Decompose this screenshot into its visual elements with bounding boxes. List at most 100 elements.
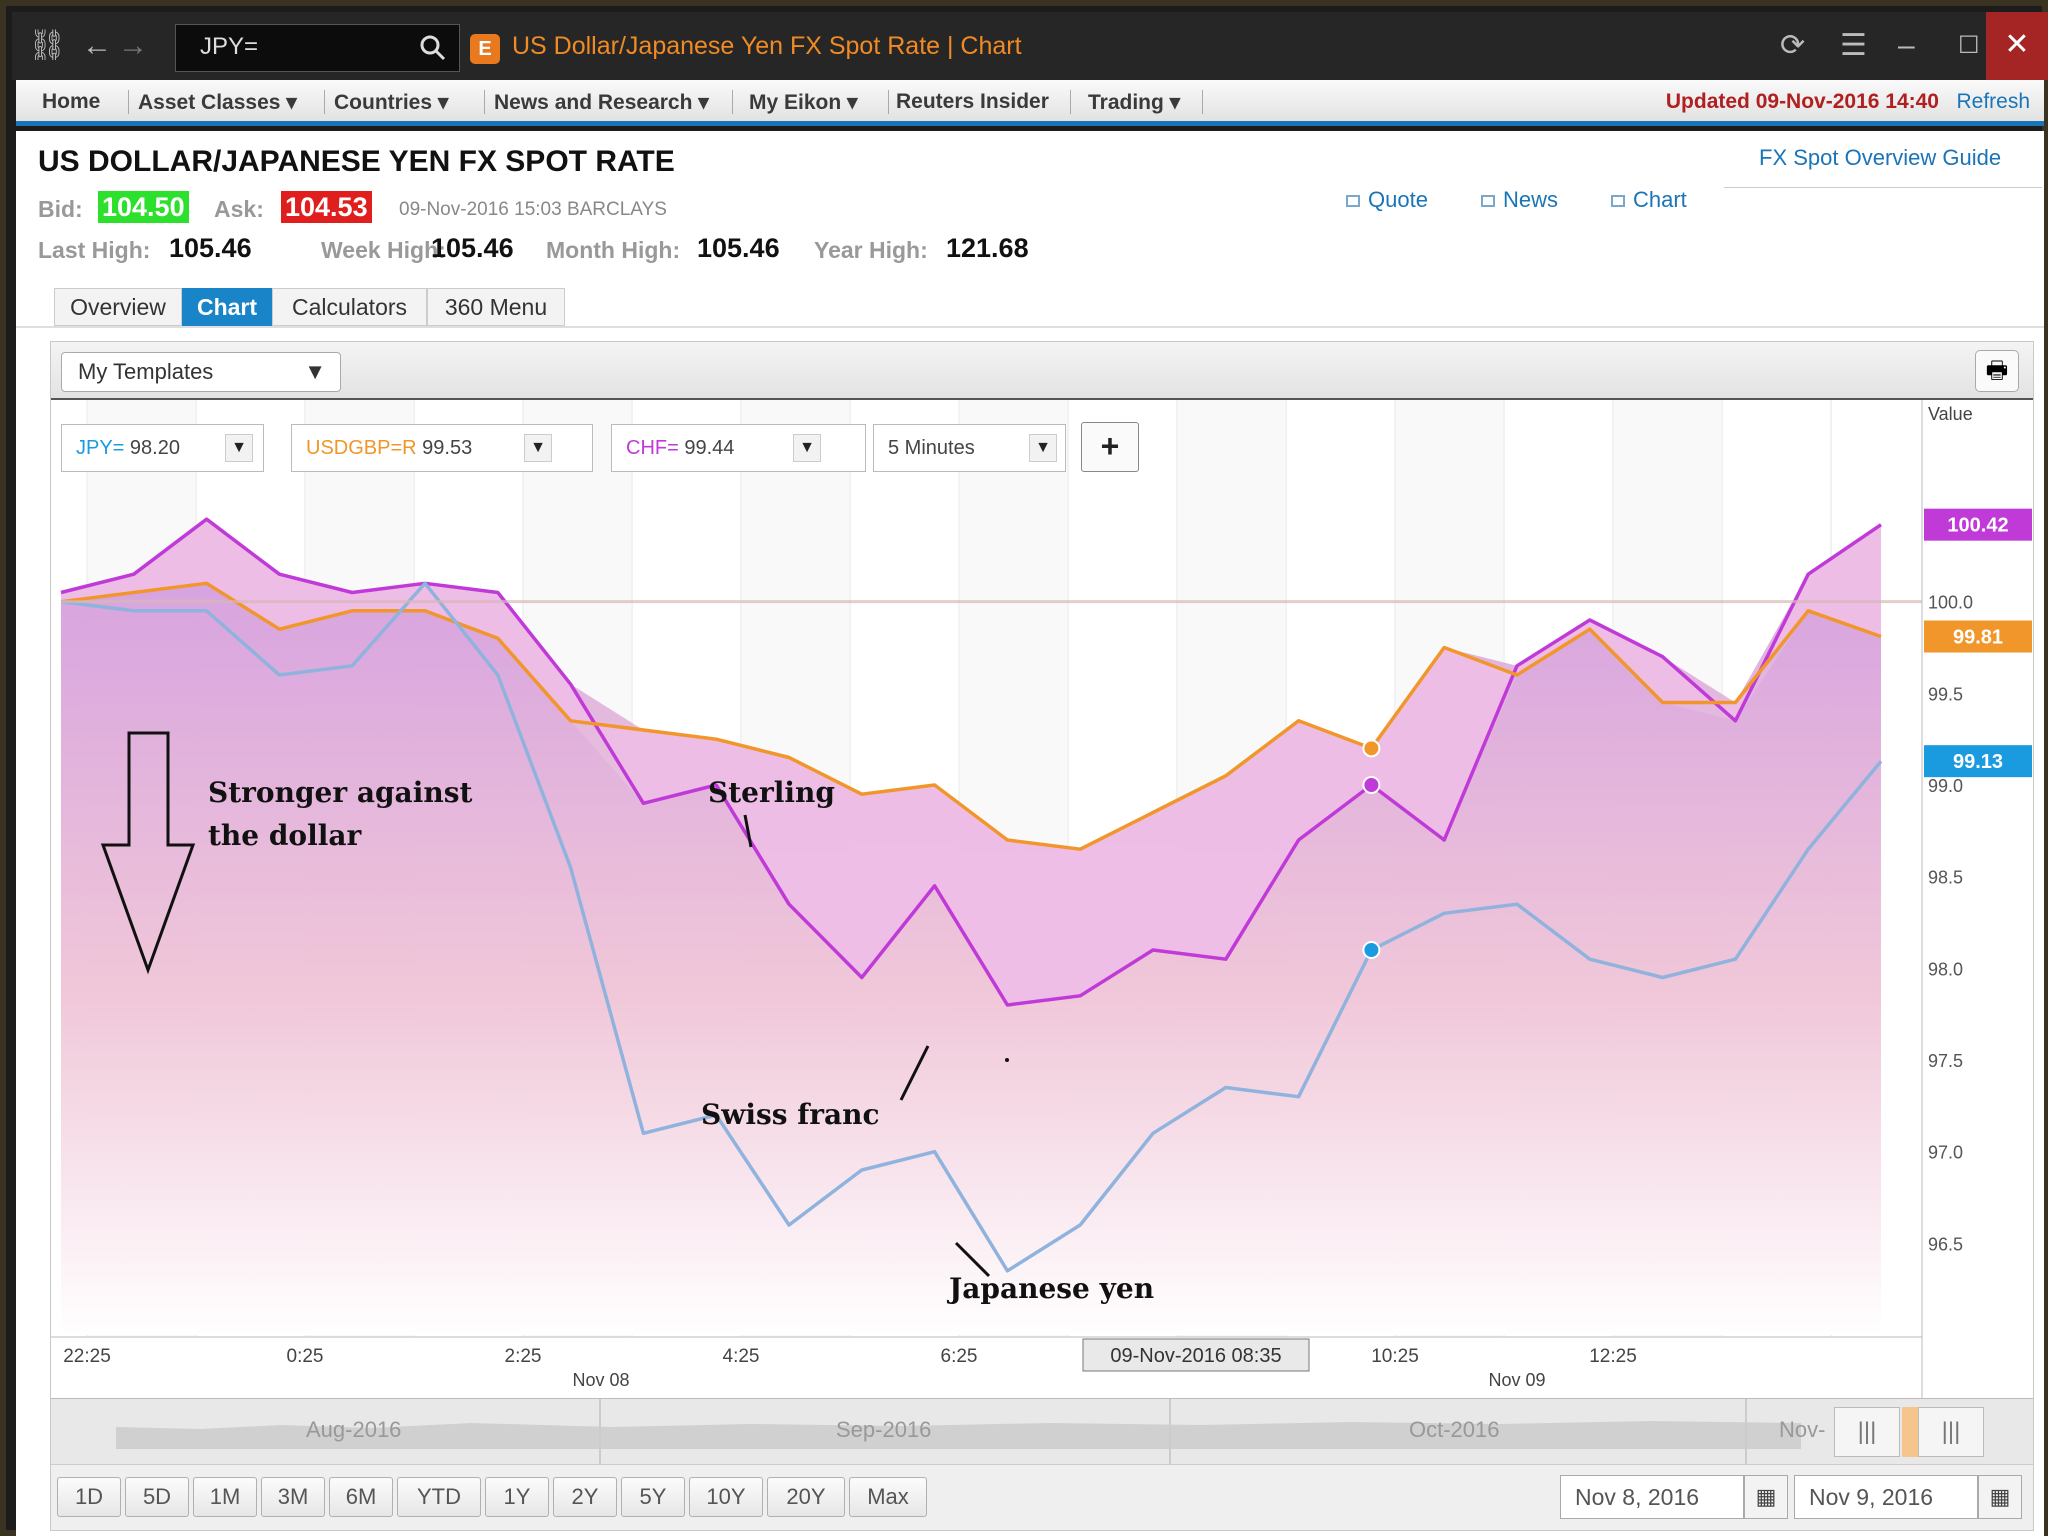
caret-down-icon[interactable]: ▼ (524, 434, 552, 462)
y-tick-label: 97.0 (1928, 1143, 1963, 1163)
crosshair-marker (1362, 776, 1381, 794)
nav-separator (1202, 90, 1203, 114)
date-from-field[interactable]: Nov 8, 2016 (1560, 1475, 1744, 1519)
add-series-button[interactable]: + (1081, 422, 1139, 472)
x-tick-label: 0:25 (287, 1346, 324, 1367)
range-button-5d[interactable]: 5D (125, 1477, 189, 1517)
search-input[interactable]: JPY= (175, 24, 460, 72)
nav-bar: Home Asset Classes ▾ Countries ▾ News an… (16, 80, 2044, 126)
annotation-stronger-line1: Stronger against (208, 776, 472, 809)
time-navigator[interactable]: Aug-2016 Sep-2016 Oct-2016 Nov- ||| ||| (51, 1398, 2033, 1465)
range-button-6m[interactable]: 6M (329, 1477, 393, 1517)
range-button-2y[interactable]: 2Y (553, 1477, 617, 1517)
close-button[interactable]: ✕ (1986, 12, 2048, 80)
calendar-icon[interactable]: ▦ (1744, 1475, 1788, 1519)
range-button-ytd[interactable]: YTD (397, 1477, 481, 1517)
range-button-5y[interactable]: 5Y (621, 1477, 685, 1517)
print-button[interactable]: 🖶 (1975, 350, 2019, 392)
navigator-month: Sep-2016 (836, 1417, 932, 1442)
refresh-link[interactable]: Refresh (1956, 90, 2030, 113)
bid-price: 104.50 (98, 191, 189, 223)
range-button-max[interactable]: Max (849, 1477, 927, 1517)
search-icon[interactable] (419, 34, 447, 62)
date-to-field[interactable]: Nov 9, 2016 (1794, 1475, 1978, 1519)
navigator-selection[interactable] (1902, 1407, 1918, 1457)
quote-link[interactable]: Quote (1346, 187, 1428, 213)
nav-separator (484, 90, 485, 114)
printer-icon: 🖶 (1985, 357, 2009, 384)
annotation-stronger-line2: the dollar (208, 819, 363, 852)
range-button-1m[interactable]: 1M (193, 1477, 257, 1517)
nav-reuters-insider[interactable]: Reuters Insider (896, 90, 1049, 113)
week-high-label: Week High: (321, 237, 446, 263)
series-line-jpy (60, 581, 1883, 1273)
maximize-icon[interactable]: ☐ (1958, 32, 1980, 59)
navigator-handle-right[interactable]: ||| (1918, 1407, 1984, 1457)
nav-news-research[interactable]: News and Research ▾ (494, 91, 709, 114)
navigator-month: Oct-2016 (1409, 1417, 1500, 1442)
ric-code: CHF= (626, 437, 679, 459)
minimize-icon[interactable]: – (1898, 29, 1915, 62)
ric-value: 99.44 (684, 437, 735, 459)
calendar-icon[interactable]: ▦ (1978, 1475, 2022, 1519)
range-button-10y[interactable]: 10Y (689, 1477, 763, 1517)
range-button-1d[interactable]: 1D (57, 1477, 121, 1517)
x-axis: 22:25 0:25 2:25 4:25 6:25 10:25 12:25 Nov 08 Nov… (63, 1346, 1637, 1390)
ric-selector-gbp[interactable]: USDGBP=R 99.53 ▼ (291, 424, 593, 472)
year-high-label: Year High: (814, 237, 928, 263)
interval-dropdown[interactable]: 5 Minutes ▼ (873, 424, 1066, 472)
tab-overview[interactable]: Overview (54, 288, 182, 326)
ric-selector-chf[interactable]: CHF= 99.44 ▼ (611, 424, 866, 472)
nav-separator (128, 90, 129, 114)
annotation-pointer (899, 1045, 930, 1101)
last-high-value: 105.46 (169, 233, 252, 263)
news-link[interactable]: News (1481, 187, 1558, 213)
annotation-pointer (954, 1241, 991, 1278)
navigator-handles[interactable]: ||| ||| (1834, 1407, 1994, 1457)
menu-icon[interactable]: ☰ (1840, 29, 1867, 62)
window-title: US Dollar/Japanese Yen FX Spot Rate | Ch… (512, 32, 1022, 60)
nav-my-eikon[interactable]: My Eikon ▾ (749, 91, 858, 114)
x-tick-label: 2:25 (505, 1346, 542, 1367)
price-chart[interactable]: Value 96.597.097.598.098.599.099.5100.0 … (51, 400, 2033, 1398)
caret-down-icon[interactable]: ▼ (1029, 434, 1057, 462)
nav-home[interactable]: Home (42, 90, 101, 113)
navigator-month: Aug-2016 (306, 1417, 402, 1442)
divider (16, 326, 2044, 328)
x-tick-label: 4:25 (723, 1346, 760, 1367)
page-title: US DOLLAR/JAPANESE YEN FX SPOT RATE (38, 145, 675, 178)
news-link-label: News (1503, 187, 1559, 212)
x-tick-label: 6:25 (941, 1346, 978, 1367)
nav-countries[interactable]: Countries ▾ (334, 91, 449, 114)
quote-link-label: Quote (1368, 187, 1428, 212)
link-icon[interactable]: ⛓ (28, 29, 67, 62)
reload-icon[interactable]: ⟳ (1780, 29, 1806, 62)
ric-selector-jpy[interactable]: JPY= 98.20 ▼ (61, 424, 264, 472)
y-tick-label: 96.5 (1928, 1234, 1963, 1254)
back-arrow-icon[interactable]: ← (82, 29, 112, 62)
fx-overview-guide-link[interactable]: FX Spot Overview Guide (1759, 145, 2002, 170)
title-bar: ⛓ ← → JPY= E US Dollar/Japanese Yen FX S… (12, 12, 2048, 80)
range-button-20y[interactable]: 20Y (767, 1477, 845, 1517)
app-logo-icon: E (470, 34, 500, 64)
window-icon (1481, 195, 1495, 208)
templates-dropdown[interactable]: My Templates ▼ (61, 352, 341, 392)
forward-arrow-icon[interactable]: → (118, 29, 148, 62)
nav-asset-classes[interactable]: Asset Classes ▾ (138, 91, 297, 114)
tab-360-menu[interactable]: 360 Menu (427, 288, 565, 326)
tab-calculators[interactable]: Calculators (272, 288, 427, 326)
year-high-value: 121.68 (946, 233, 1029, 263)
ask-label: Ask: (214, 196, 264, 222)
range-button-1y[interactable]: 1Y (485, 1477, 549, 1517)
tab-chart[interactable]: Chart (182, 288, 272, 326)
caret-down-icon[interactable]: ▼ (225, 434, 253, 462)
caret-down-icon[interactable]: ▼ (793, 434, 821, 462)
nav-trading[interactable]: Trading ▾ (1088, 91, 1181, 114)
chart-panel: My Templates ▼ 🖶 (50, 341, 2034, 1531)
range-button-3m[interactable]: 3M (261, 1477, 325, 1517)
window-icon (1346, 195, 1360, 208)
navigator-handle-left[interactable]: ||| (1834, 1407, 1900, 1457)
chart-link[interactable]: Chart (1611, 187, 1687, 213)
quote-timestamp: 09-Nov-2016 15:03 BARCLAYS (399, 199, 667, 220)
last-value-badges: 100.42 99.81 99.13 (1924, 508, 2032, 778)
